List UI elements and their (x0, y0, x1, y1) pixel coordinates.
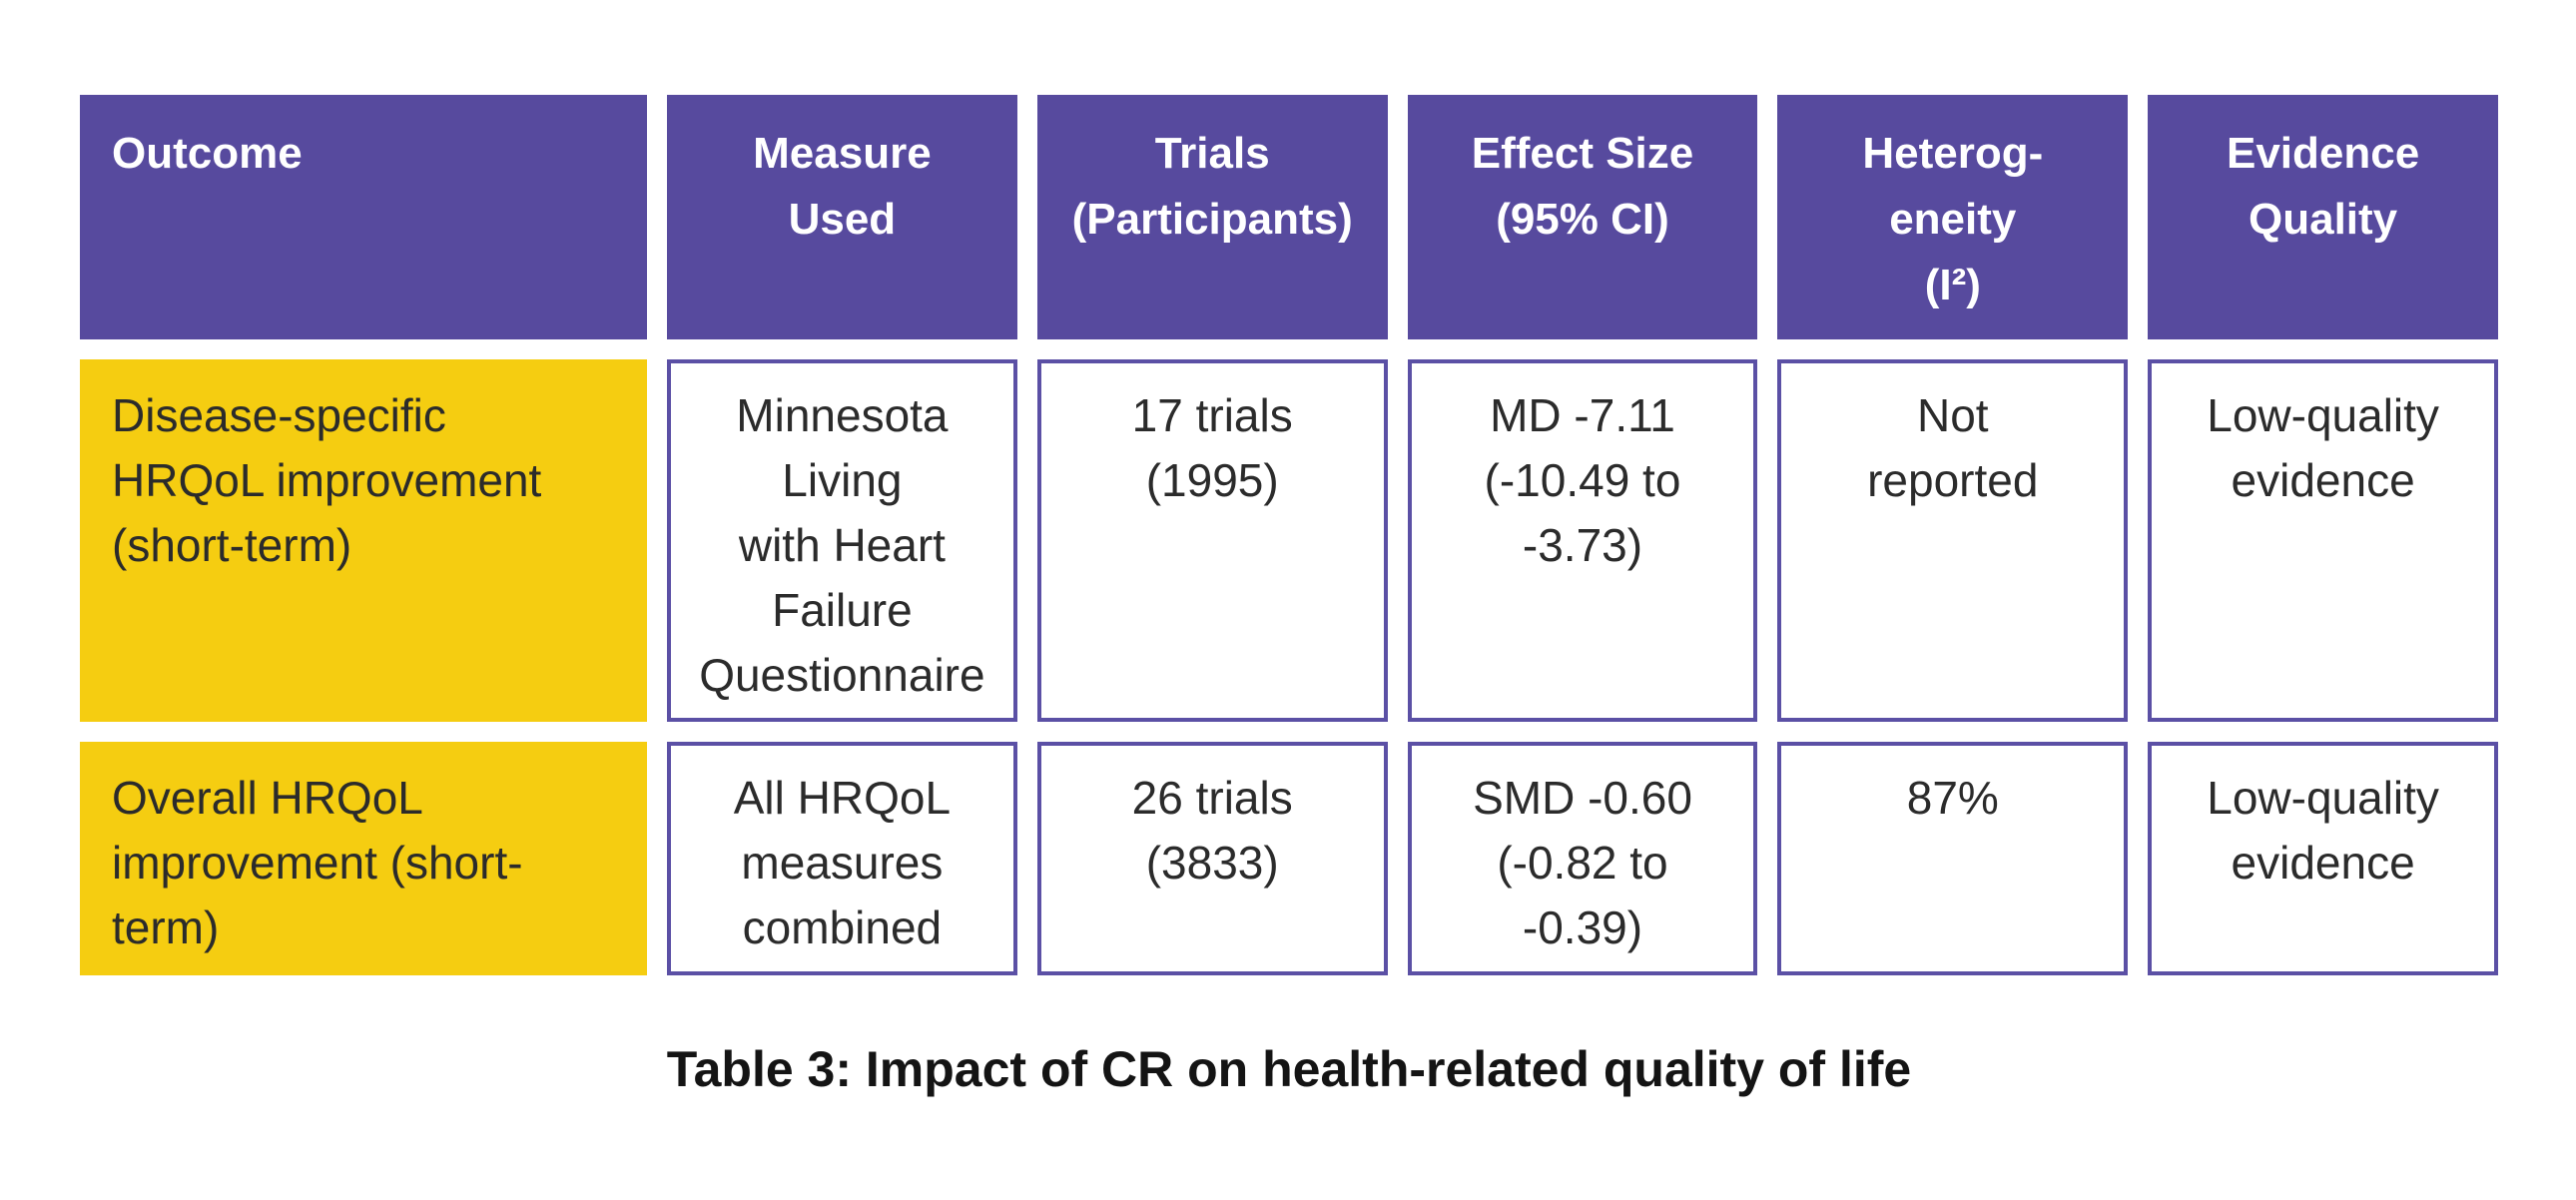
row2-trials-cell: 26 trials (3833) (1036, 742, 1388, 975)
row1-heterogeneity-cell: Not reported (1777, 359, 2129, 722)
row2-heterogeneity-cell: 87% (1777, 742, 2129, 975)
row2-measure-cell: All HRQoL measures combined (667, 742, 1017, 975)
row1-measure-cell: Minnesota Living with Heart Failure Ques… (667, 359, 1017, 722)
row1-evidence-quality-cell: Low-quality evidence (2148, 359, 2498, 722)
column-header-outcome: Outcome (80, 95, 647, 339)
column-header-measure-used: Measure Used (667, 95, 1017, 339)
row1-trials-cell: 17 trials (1995) (1036, 359, 1388, 722)
row2-evidence-quality-cell: Low-quality evidence (2148, 742, 2498, 975)
row1-outcome-cell: Disease-specific HRQoL improvement (shor… (80, 359, 647, 722)
table-caption: Table 3: Impact of CR on health-related … (666, 1041, 1912, 1097)
column-header-effect-size: Effect Size (95% CI) (1407, 95, 1758, 339)
column-header-trials-participants: Trials (Participants) (1036, 95, 1388, 339)
row2-effect-size-cell: SMD -0.60 (-0.82 to -0.39) (1407, 742, 1758, 975)
hrqol-results-table: Outcome Measure Used Trials (Participant… (80, 95, 2498, 975)
row2-outcome-cell: Overall HRQoL improvement (short- term) (80, 742, 647, 975)
column-header-evidence-quality: Evidence Quality (2148, 95, 2498, 339)
column-header-heterogeneity: Heterog- eneity (I²) (1777, 95, 2129, 339)
row1-effect-size-cell: MD -7.11 (-10.49 to -3.73) (1407, 359, 1758, 722)
